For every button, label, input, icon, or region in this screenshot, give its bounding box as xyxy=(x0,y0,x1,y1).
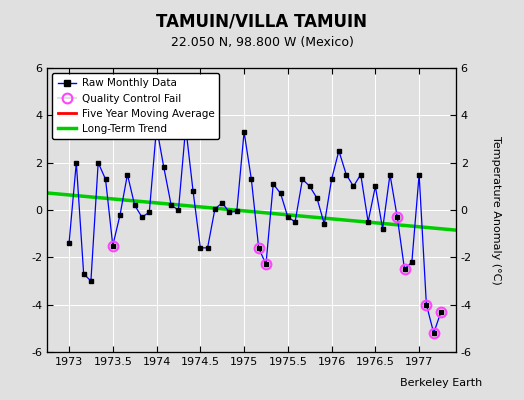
Legend: Raw Monthly Data, Quality Control Fail, Five Year Moving Average, Long-Term Tren: Raw Monthly Data, Quality Control Fail, … xyxy=(52,73,220,139)
Text: 22.050 N, 98.800 W (Mexico): 22.050 N, 98.800 W (Mexico) xyxy=(171,36,353,49)
Text: TAMUIN/VILLA TAMUIN: TAMUIN/VILLA TAMUIN xyxy=(157,12,367,30)
Y-axis label: Temperature Anomaly (°C): Temperature Anomaly (°C) xyxy=(492,136,501,284)
Text: Berkeley Earth: Berkeley Earth xyxy=(400,378,482,388)
